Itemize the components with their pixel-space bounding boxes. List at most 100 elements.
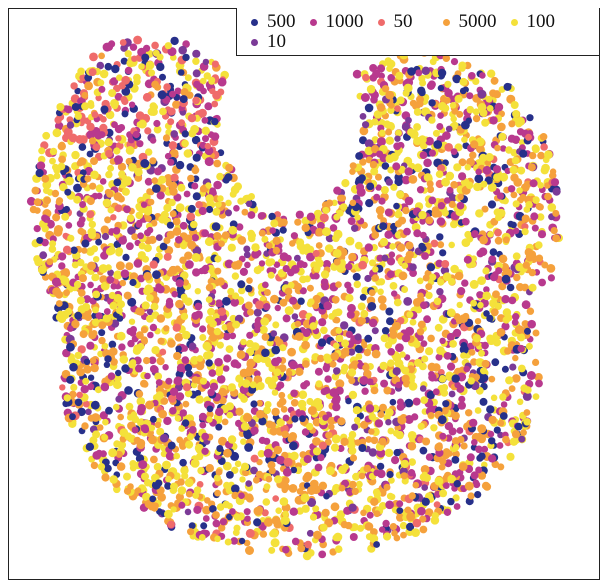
scatter-point-1000: [58, 262, 66, 270]
scatter-point-500: [486, 405, 495, 414]
scatter-point-1000: [444, 422, 454, 431]
scatter-point-5000: [357, 316, 366, 325]
scatter-point-5000: [163, 237, 171, 244]
scatter-point-100: [435, 170, 444, 178]
scatter-point-5000: [62, 268, 70, 276]
scatter-point-100: [261, 235, 269, 243]
scatter-point-1000: [309, 316, 317, 323]
scatter-point-100: [270, 538, 280, 548]
scatter-point-1000: [488, 454, 497, 463]
scatter-point-5000: [403, 255, 412, 264]
scatter-point-50: [151, 41, 159, 50]
scatter-point-100: [335, 334, 344, 343]
scatter-point-10: [160, 433, 169, 443]
scatter-point-1000: [137, 274, 146, 283]
scatter-point-1000: [149, 137, 157, 144]
scatter-point-1000: [216, 375, 226, 384]
scatter-point-5000: [218, 524, 226, 532]
scatter-point-5000: [419, 525, 428, 534]
scatter-point-100: [418, 135, 427, 145]
scatter-point-500: [385, 307, 394, 316]
scatter-point-100: [241, 379, 251, 388]
scatter-point-5000: [512, 374, 521, 383]
scatter-point-500: [407, 67, 416, 76]
scatter-point-1000: [314, 367, 323, 376]
scatter-point-1000: [405, 326, 415, 336]
scatter-point-100: [354, 241, 363, 250]
scatter-point-500: [226, 471, 234, 479]
scatter-point-100: [406, 311, 414, 319]
scatter-point-1000: [535, 379, 543, 388]
scatter-point-100: [124, 50, 132, 58]
scatter-point-500: [396, 507, 404, 514]
scatter-point-5000: [175, 299, 184, 309]
scatter-point-1000: [125, 242, 134, 251]
scatter-point-5000: [513, 178, 523, 187]
scatter-point-100: [153, 462, 162, 471]
scatter-point-100: [460, 352, 467, 359]
scatter-point-100: [214, 255, 222, 263]
legend-row-1: 500 1000 50 5000 100: [251, 12, 599, 32]
scatter-point-5000: [370, 528, 378, 536]
scatter-point-100: [379, 237, 389, 247]
scatter-point-500: [489, 248, 498, 256]
scatter-point-5000: [213, 159, 222, 168]
scatter-point-50: [131, 55, 138, 62]
scatter-point-100: [290, 451, 299, 461]
scatter-point-5000: [427, 334, 435, 343]
scatter-point-100: [369, 534, 379, 543]
scatter-point-1000: [171, 290, 178, 298]
scatter-point-1000: [239, 267, 248, 276]
scatter-point-5000: [214, 489, 222, 497]
scatter-point-100: [104, 138, 113, 147]
scatter-point-5000: [477, 424, 487, 434]
scatter-point-100: [190, 458, 200, 468]
scatter-point-500: [501, 274, 511, 284]
scatter-point-50: [121, 75, 131, 85]
scatter-point-100: [213, 474, 221, 482]
scatter-point-1000: [439, 337, 446, 344]
scatter-point-500: [211, 222, 221, 231]
scatter-point-100: [307, 298, 315, 306]
scatter-point-500: [152, 184, 161, 193]
scatter-point-500: [103, 361, 111, 368]
scatter-point-50: [362, 73, 370, 82]
scatter-point-1000: [461, 279, 469, 287]
scatter-point-100: [145, 60, 155, 70]
scatter-point-50: [212, 90, 222, 100]
scatter-point-100: [345, 294, 354, 303]
scatter-point-10: [178, 45, 187, 55]
scatter-point-5000: [368, 428, 375, 435]
scatter-point-5000: [158, 409, 168, 419]
scatter-point-5000: [458, 158, 467, 167]
scatter-point-1000: [128, 101, 136, 108]
scatter-point-5000: [294, 218, 302, 226]
scatter-point-1000: [290, 232, 298, 240]
scatter-point-5000: [333, 258, 341, 266]
scatter-point-100: [74, 112, 83, 120]
scatter-point-5000: [431, 209, 440, 218]
scatter-point-100: [388, 477, 395, 484]
scatter-point-100: [118, 170, 126, 178]
scatter-point-1000: [458, 172, 467, 181]
legend-row-2: 10: [251, 32, 599, 52]
scatter-point-50: [86, 122, 95, 131]
scatter-point-500: [381, 327, 390, 335]
scatter-point-100: [360, 309, 369, 318]
scatter-point-5000: [439, 457, 447, 465]
scatter-point-100: [439, 489, 448, 498]
scatter-point-1000: [276, 381, 285, 389]
scatter-point-5000: [467, 492, 475, 500]
scatter-point-1000: [193, 505, 202, 514]
scatter-point-1000: [198, 267, 205, 275]
scatter-point-5000: [371, 349, 381, 359]
scatter-point-100: [252, 354, 261, 363]
scatter-point-100: [380, 186, 389, 194]
scatter-point-1000: [395, 343, 404, 353]
scatter-point-1000: [487, 430, 495, 438]
scatter-point-1000: [443, 352, 452, 360]
scatter-point-5000: [330, 352, 340, 361]
scatter-point-5000: [477, 471, 487, 480]
scatter-point-5000: [199, 185, 207, 193]
scatter-point-1000: [212, 519, 221, 528]
